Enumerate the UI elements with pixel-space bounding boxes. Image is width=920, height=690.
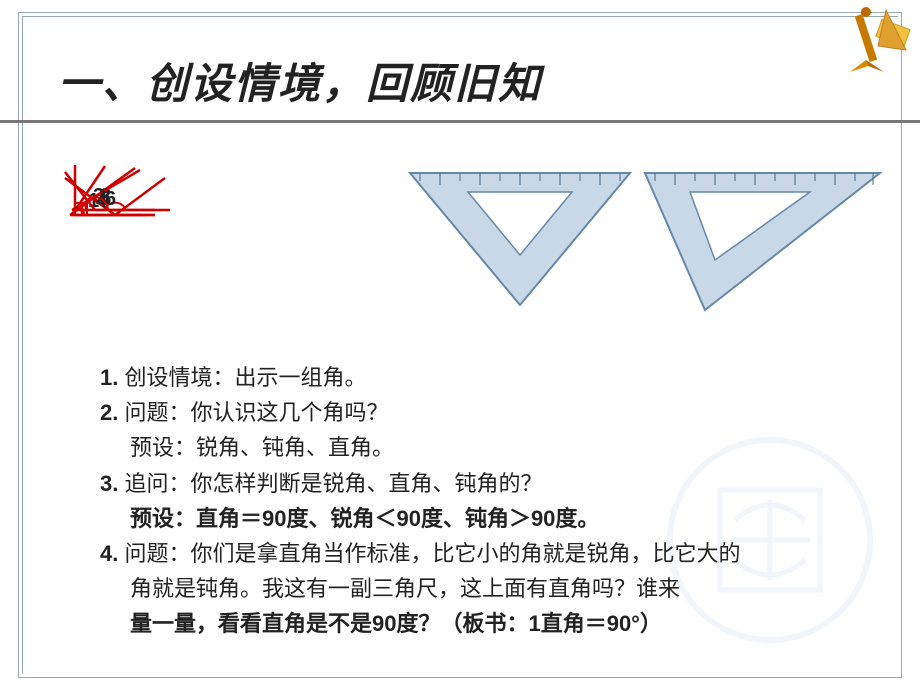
item-4-text-line2: 角就是钝角。我这有一副三角尺，这上面有直角吗？谁来	[130, 576, 680, 601]
triangle-rulers-group	[400, 155, 880, 325]
item-1-text: 创设情境：出示一组角。	[124, 365, 366, 390]
page-title: 一、创设情境，回顾旧知	[58, 50, 542, 111]
triangle-ruler-45-icon	[400, 155, 640, 315]
angle-6-label: 6	[105, 188, 116, 211]
item-4-text-line1: 问题：你们是拿直角当作标准，比它小的角就是锐角，比它大的	[124, 541, 740, 566]
angles-diagram-group: 1 2 3 4 5 6	[60, 160, 380, 340]
compass-decoration-icon	[838, 2, 918, 82]
item-2-text: 问题：你认识这几个角吗？	[124, 400, 388, 425]
item-2-num: 2.	[100, 400, 118, 425]
title-divider	[0, 120, 920, 123]
item-3-num: 3.	[100, 471, 118, 496]
text-content-block: 1. 创设情境：出示一组角。 2. 问题：你认识这几个角吗？ 预设：锐角、钝角、…	[100, 360, 860, 642]
triangle-ruler-30-60-icon	[635, 155, 885, 315]
item-3-preset: 预设：直角＝90度、锐角＜90度、钝角＞90度。	[130, 506, 599, 531]
item-3-text: 追问：你怎样判断是锐角、直角、钝角的？	[124, 471, 542, 496]
item-2-preset: 预设：锐角、钝角、直角。	[130, 435, 394, 460]
item-4-text-line3: 量一量，看看直角是不是90度？（板书：1直角＝90°）	[130, 611, 662, 636]
angle-6: 6	[60, 160, 175, 220]
item-4-num: 4.	[100, 541, 118, 566]
item-1-num: 1.	[100, 365, 118, 390]
